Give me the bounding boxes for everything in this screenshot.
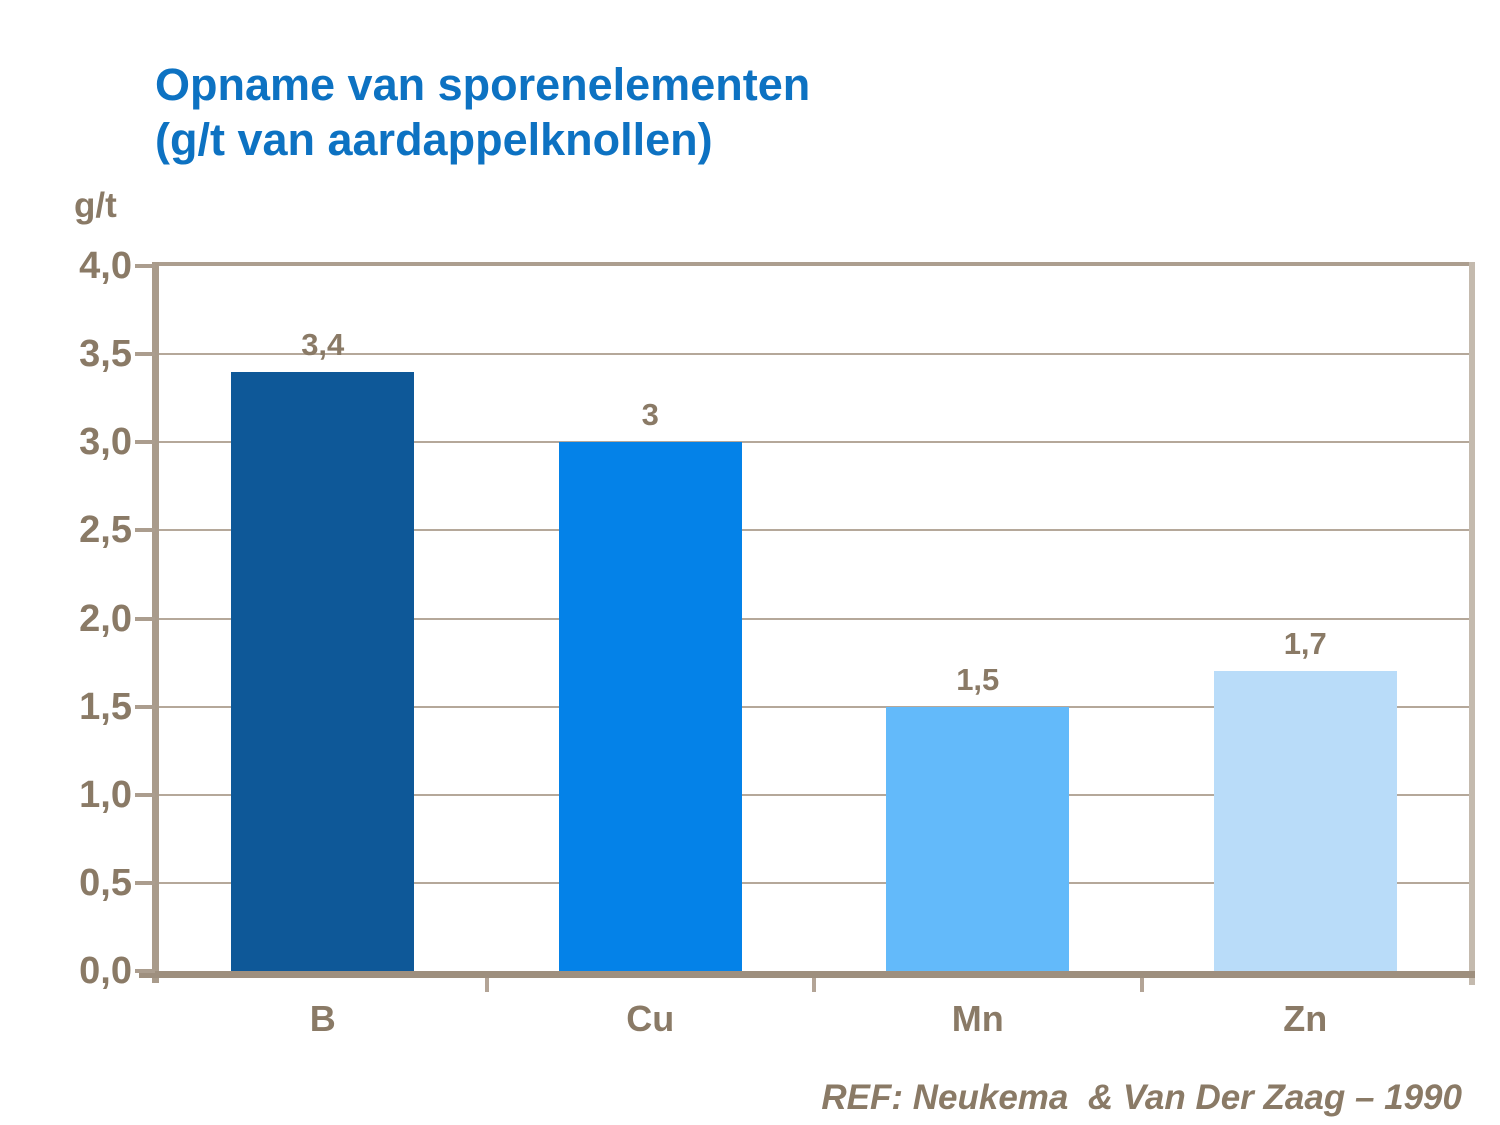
x-tick-mark-1 <box>484 978 489 992</box>
y-tick-label-1,0: 1,0 <box>79 773 132 816</box>
bar-cell-Zn: 1,7 <box>1142 266 1470 971</box>
y-tick-mark-2,5 <box>135 528 155 533</box>
y-axis-tick-labels: 0,0 0,5 1,0 1,5 2,0 2,5 3,0 3,5 4,0 <box>0 247 132 990</box>
y-tick-label-3,5: 3,5 <box>79 333 132 376</box>
y-tick-label-1,5: 1,5 <box>79 685 132 728</box>
bar-Mn <box>886 706 1070 971</box>
y-tick-label-3,0: 3,0 <box>79 421 132 464</box>
gridline-3,0 <box>159 441 1469 444</box>
bar-cell-Cu: 3 <box>487 266 815 971</box>
plot-border-right <box>1469 262 1475 985</box>
gridline-3,5 <box>159 353 1469 356</box>
y-tick-label-0,0: 0,0 <box>79 950 132 992</box>
chart-title-line2: (g/t van aardappelknollen) <box>155 113 713 165</box>
bar-Zn <box>1213 671 1397 971</box>
y-tick-mark-0,0 <box>135 969 155 973</box>
y-tick-label-4,0: 4,0 <box>79 245 132 287</box>
bar-cell-Mn: 1,5 <box>814 266 1142 971</box>
bar-value-label-Zn: 1,7 <box>1283 626 1327 662</box>
gridline-2,0 <box>159 617 1469 620</box>
y-tick-mark-4,0 <box>135 264 155 268</box>
y-tick-mark-2,0 <box>135 616 155 621</box>
y-tick-label-0,5: 0,5 <box>79 861 132 904</box>
y-tick-mark-3,5 <box>135 352 155 357</box>
x-axis-label-Zn: Zn <box>1283 998 1328 1039</box>
y-axis-line <box>152 262 159 983</box>
plot-border-top <box>152 262 1469 266</box>
reference-text: REF: Neukema & Van Der Zaag – 1990 <box>821 1078 1462 1117</box>
x-axis-label-Mn: Mn <box>951 998 1004 1039</box>
bar-value-label-B: 3,4 <box>301 326 345 362</box>
plot-area: 3,4 3 1,5 1,7 <box>135 262 1475 992</box>
y-tick-mark-3,0 <box>135 440 155 445</box>
bar-value-label-Mn: 1,5 <box>956 661 1000 697</box>
x-tick-mark-3 <box>1139 978 1144 992</box>
y-tick-mark-1,5 <box>135 704 155 709</box>
x-axis-label-Cu: Cu <box>626 998 675 1039</box>
bar-Cu <box>558 442 742 971</box>
x-tick-mark-2 <box>812 978 816 992</box>
x-axis-label-B: B <box>309 998 336 1039</box>
gridline-2,5 <box>159 529 1469 532</box>
gridline-1,0 <box>159 793 1469 796</box>
gridline-1,5 <box>159 705 1469 708</box>
y-tick-mark-0,5 <box>135 880 155 885</box>
y-tick-label-2,0: 2,0 <box>79 597 132 640</box>
gridline-0,5 <box>159 881 1469 884</box>
y-tick-label-2,5: 2,5 <box>79 509 132 552</box>
bar-value-label-Cu: 3 <box>641 397 659 433</box>
y-tick-mark-1,0 <box>135 792 155 797</box>
chart-title-line1: Opname van sporenelementen <box>155 59 811 110</box>
bar-B <box>231 371 415 971</box>
bar-cell-B: 3,4 <box>159 266 487 971</box>
y-axis-unit-label: g/t <box>74 186 117 225</box>
x-axis-labels: B Cu Mn Zn <box>159 998 1469 1048</box>
chart-title: Opname van sporenelementen (g/t van aard… <box>155 58 810 168</box>
x-axis-line <box>139 971 1475 978</box>
